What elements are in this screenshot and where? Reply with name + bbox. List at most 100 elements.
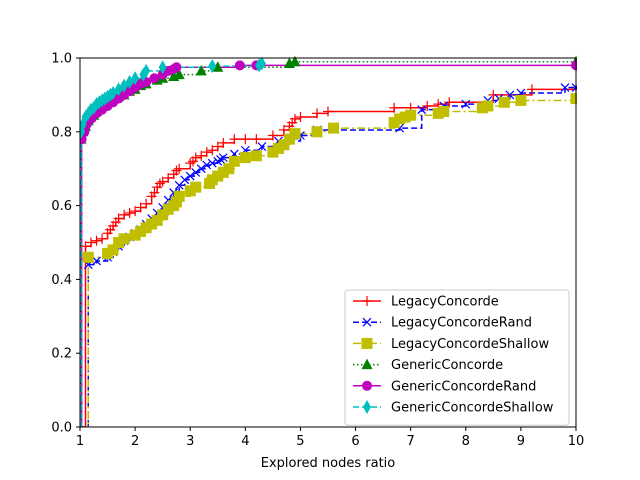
data-point <box>107 244 119 256</box>
data-point <box>272 142 284 154</box>
marker-stroke <box>185 171 195 181</box>
data-point <box>212 61 224 72</box>
data-point <box>173 68 185 80</box>
marker-stroke <box>180 175 190 185</box>
data-point <box>257 142 267 151</box>
data-point <box>212 170 224 182</box>
data-point <box>92 256 101 266</box>
data-point <box>388 117 400 129</box>
series-markers-LegacyConcordeShallow <box>82 93 577 263</box>
data-point <box>482 100 494 112</box>
data-point <box>289 128 301 140</box>
legend-marker <box>361 337 373 349</box>
data-point <box>130 206 141 217</box>
data-point <box>389 102 400 113</box>
data-point <box>515 94 527 106</box>
data-point <box>140 222 152 234</box>
data-point <box>207 145 218 156</box>
marker-stroke <box>395 123 405 133</box>
legend-marker <box>363 400 371 414</box>
y-tick-label: 1.0 <box>51 52 72 67</box>
legend-label: LegacyConcorde <box>391 295 499 310</box>
data-point <box>196 150 207 161</box>
data-point <box>141 198 152 209</box>
data-point <box>570 93 577 105</box>
data-point <box>201 147 212 158</box>
y-axis: 0.0 0.2 0.4 0.6 0.8 1.0 <box>51 52 80 436</box>
data-point <box>195 64 207 76</box>
data-point <box>190 181 202 193</box>
legend-label: LegacyConcordeShallow <box>391 337 549 352</box>
data-point <box>240 134 251 145</box>
data-point <box>526 84 537 95</box>
data-point <box>149 73 160 84</box>
x-tick-label: 2 <box>131 434 139 449</box>
data-point <box>124 207 135 218</box>
data-point <box>234 60 245 71</box>
data-point <box>278 124 289 135</box>
x-axis: 1 2 3 4 5 6 7 8 9 10 <box>76 427 584 449</box>
data-point <box>432 107 444 119</box>
data-point <box>394 113 406 125</box>
legend-label: GenericConcordeShallow <box>391 401 554 416</box>
data-point <box>91 235 102 246</box>
x-tick-label: 8 <box>462 434 470 449</box>
data-point <box>174 163 185 174</box>
data-point <box>135 202 146 213</box>
data-point <box>438 106 450 118</box>
marker-stroke <box>417 105 427 115</box>
data-point <box>283 133 295 145</box>
data-point <box>208 59 217 74</box>
data-point <box>113 213 124 224</box>
data-point <box>257 56 266 71</box>
series-markers-GenericConcordeRand <box>80 60 577 145</box>
x-tick-label: 10 <box>568 434 585 449</box>
data-point <box>250 150 262 162</box>
data-point <box>97 233 108 244</box>
x-tick-label: 1 <box>76 434 84 449</box>
data-point <box>399 111 411 123</box>
marker-stroke <box>196 164 206 174</box>
data-point <box>212 141 223 152</box>
marker-stroke <box>202 160 212 170</box>
data-point <box>417 105 427 115</box>
legend: LegacyConcorde LegacyConcordeRand LegacyCo… <box>344 289 570 426</box>
data-point <box>149 187 160 198</box>
legend-marker <box>362 296 372 306</box>
legend-item: LegacyConcordeRand <box>353 316 532 331</box>
data-point <box>422 100 433 111</box>
marker-stroke <box>560 83 570 92</box>
data-point <box>157 176 168 187</box>
x-tick-label: 9 <box>517 434 525 449</box>
data-point <box>444 97 455 108</box>
x-tick-label: 4 <box>241 434 249 449</box>
data-point <box>170 196 182 208</box>
legend-item: LegacyConcordeShallow <box>353 337 549 352</box>
y-tick-label: 0.2 <box>51 347 72 362</box>
x-tick-label: 3 <box>186 434 194 449</box>
data-point <box>461 99 471 109</box>
data-point <box>311 108 322 119</box>
data-point <box>207 158 217 168</box>
data-point <box>157 209 169 221</box>
data-point <box>86 237 97 248</box>
legend-marker <box>362 380 372 391</box>
marker-stroke <box>163 195 173 205</box>
data-point <box>163 172 174 183</box>
data-point <box>162 203 174 215</box>
x-axis-title: Explored nodes ratio <box>261 456 396 471</box>
marker-stroke <box>207 158 217 168</box>
legend-item: LegacyConcorde <box>353 295 499 310</box>
x-tick-label: 5 <box>296 434 304 449</box>
data-point <box>267 130 278 141</box>
legend-label: GenericConcordeRand <box>391 379 536 394</box>
data-point <box>229 134 240 145</box>
legend-item: GenericConcordeRand <box>353 379 536 394</box>
marker-stroke <box>257 142 267 151</box>
legend-frame <box>344 289 570 426</box>
data-point <box>173 190 185 202</box>
data-point <box>295 112 306 123</box>
x-tick-label: 7 <box>407 434 415 449</box>
data-point <box>476 102 488 114</box>
